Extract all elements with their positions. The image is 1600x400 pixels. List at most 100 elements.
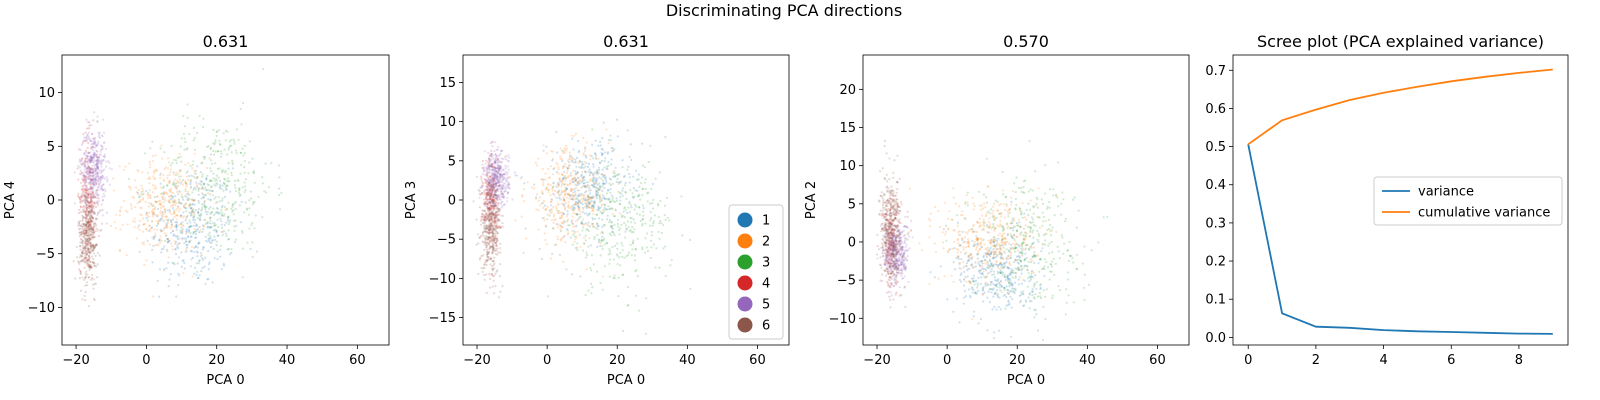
scatter-point (1000, 212, 1003, 215)
scatter-point (958, 262, 961, 265)
scatter-point (226, 153, 229, 156)
scatter-point (493, 237, 496, 240)
scatter-point (552, 227, 555, 230)
scatter-point (603, 243, 607, 246)
scatter-point (489, 204, 492, 207)
scatter-point (500, 187, 503, 190)
scatter-point (488, 231, 492, 234)
scatter-point (490, 225, 493, 228)
scatter-point (82, 133, 85, 136)
scatter-point (188, 241, 191, 244)
scatter-point (493, 207, 496, 210)
scatter-point (572, 212, 575, 215)
scatter-point (166, 226, 169, 229)
scatter-point (159, 202, 162, 205)
scatter-point (591, 218, 595, 221)
scatter-point (93, 224, 96, 227)
scatter-point (490, 176, 493, 179)
scatter-point (574, 200, 578, 203)
scatter-point (135, 186, 138, 189)
scatter-point (484, 218, 487, 221)
scatter-point (494, 219, 497, 222)
scatter-point (487, 167, 491, 170)
scatter-point (1029, 199, 1032, 202)
scatter-point (181, 198, 185, 201)
scatter-point (1021, 292, 1024, 295)
scatter-point (495, 177, 498, 180)
scatter-point (1007, 289, 1010, 292)
scatter-point (198, 259, 201, 262)
scatter-point (497, 168, 500, 171)
scatter-point (568, 182, 572, 185)
scatter-point (499, 173, 502, 176)
scatter-point (153, 171, 156, 175)
scatter-point (83, 234, 86, 237)
scatter-point (98, 131, 101, 134)
scatter-point (991, 288, 995, 291)
scatter-point (494, 153, 497, 156)
scatter-point (570, 208, 574, 211)
scatter-point (221, 231, 224, 234)
scatter-point (969, 252, 972, 255)
scatter-point (490, 223, 493, 226)
scatter-point (222, 189, 225, 192)
scatter-point (480, 219, 483, 222)
scatter-point (581, 176, 584, 179)
scatter-point (158, 352, 160, 354)
scatter-point (80, 238, 83, 241)
scatter-point (84, 217, 87, 220)
scatter-point (496, 247, 499, 250)
scatter-point (591, 184, 594, 187)
scatter-point (215, 231, 218, 234)
scatter-point (964, 202, 967, 205)
scatter-point (993, 244, 996, 247)
scatter-point (552, 185, 555, 188)
scatter-point (1019, 299, 1023, 303)
scatter-point (535, 193, 539, 196)
scatter-point (598, 176, 601, 179)
scatter-point (207, 198, 210, 201)
scatter-point (545, 186, 549, 189)
scatter-point (487, 202, 490, 205)
scatter-point (240, 123, 243, 126)
scatter-point (209, 226, 212, 229)
scatter-point (488, 155, 491, 158)
scatter-point (89, 181, 93, 184)
scatter-point (494, 159, 497, 162)
scatter-point (492, 232, 495, 235)
scatter-point (89, 223, 92, 226)
scatter-point (97, 162, 101, 165)
scatter-point (100, 187, 103, 190)
scatter-point (161, 187, 165, 190)
scatter-point (1006, 275, 1009, 279)
scatter-point (169, 205, 173, 208)
scatter-point (632, 175, 635, 178)
scatter-point (202, 183, 205, 186)
scatter-point (134, 179, 137, 182)
scatter-point (578, 216, 581, 219)
scatter-point (494, 160, 497, 163)
scatter-point (492, 232, 495, 235)
scatter-point (488, 164, 492, 167)
scatter-point (498, 219, 502, 222)
scatter-point (89, 227, 92, 230)
scatter-point (150, 220, 153, 223)
scatter-point (1012, 271, 1015, 274)
scatter-point (583, 198, 587, 202)
scatter-point (491, 177, 494, 180)
scatter-point (594, 177, 597, 180)
scatter-point (93, 154, 96, 157)
scatter-point (584, 147, 587, 150)
scatter-point (490, 171, 494, 174)
scatter-point (634, 270, 637, 273)
scatter-point (175, 223, 178, 226)
scatter-point (597, 225, 600, 228)
scatter-point (633, 208, 636, 211)
scatter-point (100, 159, 103, 162)
scatter-point (496, 210, 499, 213)
scatter-point (179, 229, 182, 232)
scatter-point (1039, 287, 1042, 290)
scatter-point (478, 236, 481, 239)
scatter-point (1000, 254, 1003, 257)
scatter-point (493, 267, 496, 270)
